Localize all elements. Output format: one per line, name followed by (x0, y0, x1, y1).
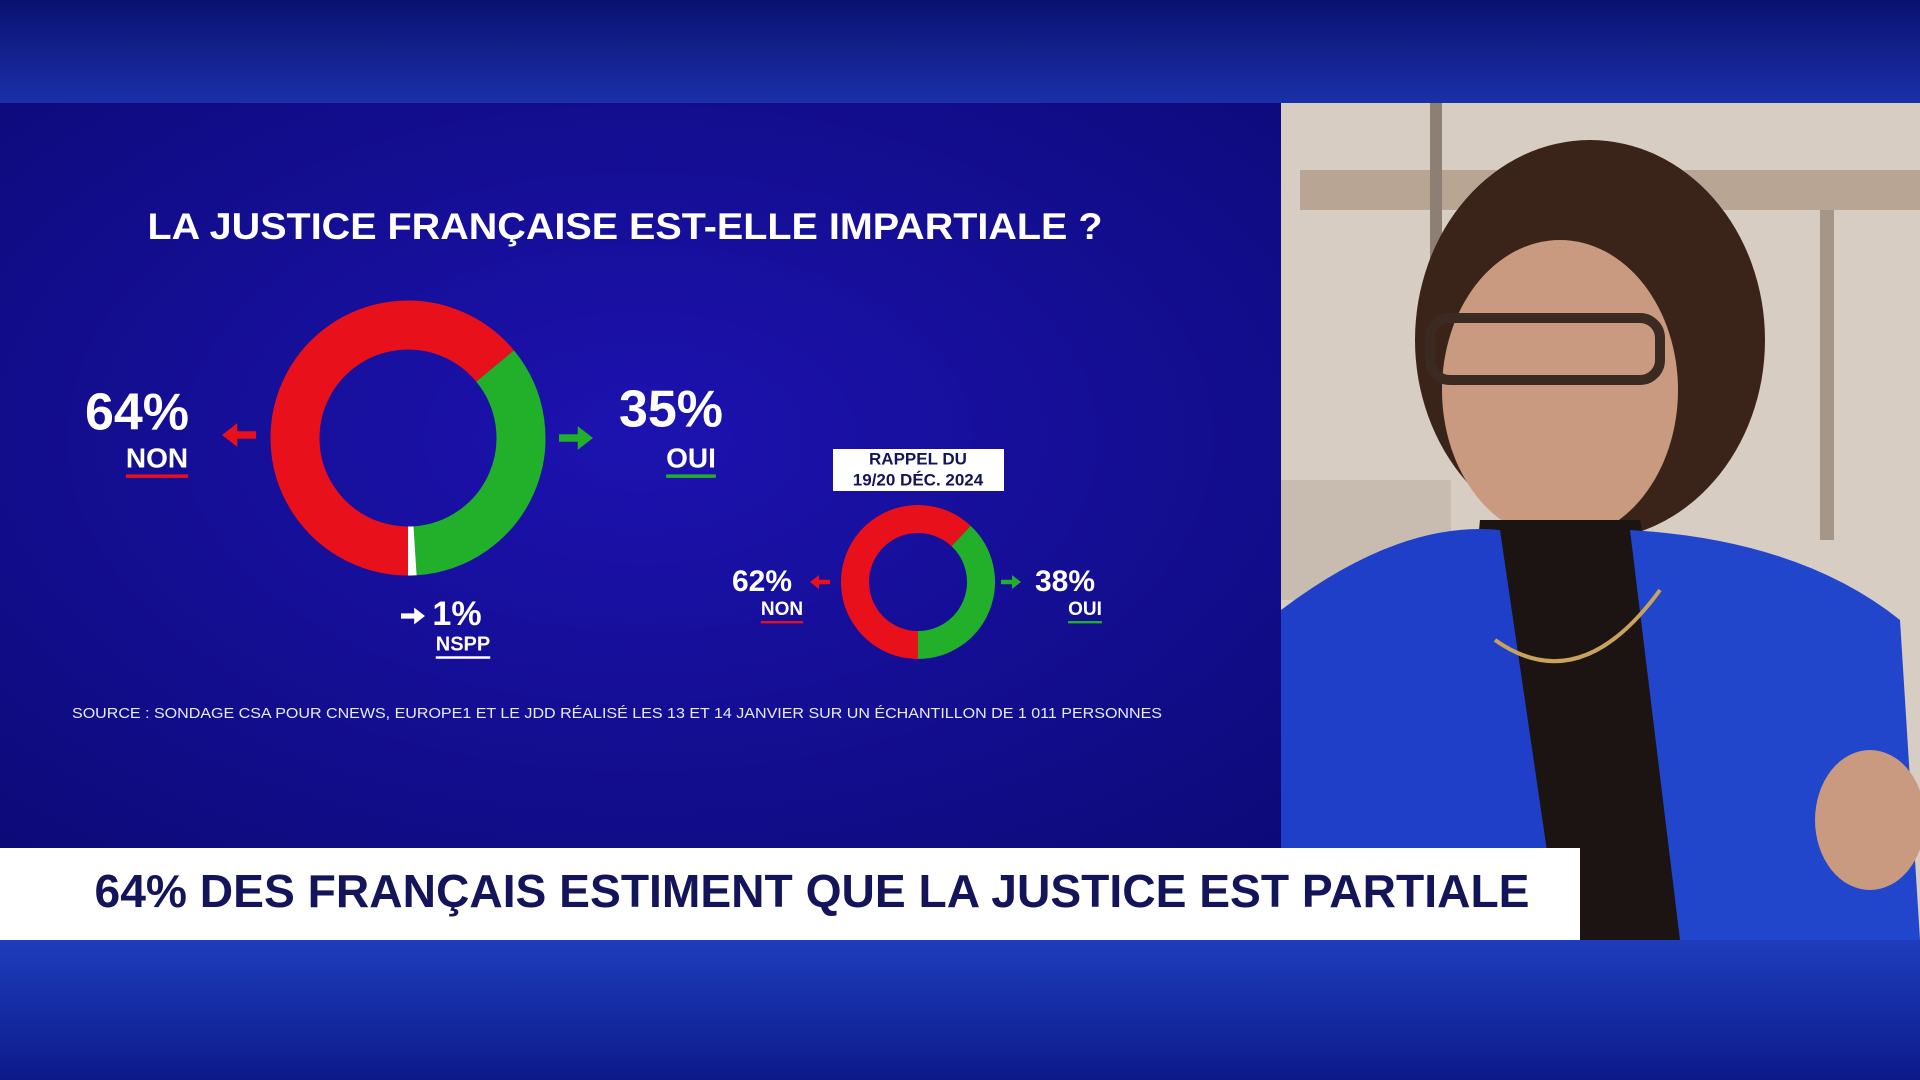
bottom-band (0, 940, 1920, 1080)
arrow (222, 423, 256, 447)
arrow (401, 607, 425, 625)
value-label: 38% (1035, 565, 1095, 598)
value-label: 35% (619, 381, 723, 439)
arrow (810, 575, 830, 589)
donut-segment (412, 350, 546, 576)
donut-segment (917, 525, 995, 659)
recall-box (833, 449, 1004, 491)
headline-banner (0, 848, 1580, 940)
category-label: OUI (666, 442, 716, 473)
source-note: SOURCE : SONDAGE CSA POUR CNEWS, EUROPE1… (72, 705, 1162, 722)
studio-photo (1281, 103, 1920, 940)
donut-segment (270, 300, 514, 576)
value-label: 62% (732, 565, 792, 598)
category-label: NON (126, 442, 188, 473)
category-underline (435, 656, 491, 659)
headline: 64% DES FRANÇAIS ESTIMENT QUE LA JUSTICE… (95, 865, 1530, 917)
arrow (1001, 575, 1021, 589)
category-underline (760, 621, 804, 624)
chart-panel (0, 103, 1281, 848)
chart-subtitle: 19/20 DÉC. 2024 (853, 470, 984, 489)
donut-segment (841, 505, 971, 659)
value-label: 1% (432, 595, 481, 633)
category-underline (666, 474, 716, 478)
chart-title: LA JUSTICE FRANÇAISE EST-ELLE IMPARTIALE… (148, 206, 1103, 247)
top-band (0, 0, 1920, 103)
category-label: OUI (1068, 599, 1102, 620)
category-label: NON (761, 599, 803, 620)
chart-subtitle: RAPPEL DU (869, 449, 967, 468)
value-label: 64% (85, 384, 189, 442)
category-label: NSPP (436, 633, 490, 655)
arrow (559, 426, 593, 450)
category-underline (1068, 621, 1102, 624)
category-underline (125, 474, 189, 478)
